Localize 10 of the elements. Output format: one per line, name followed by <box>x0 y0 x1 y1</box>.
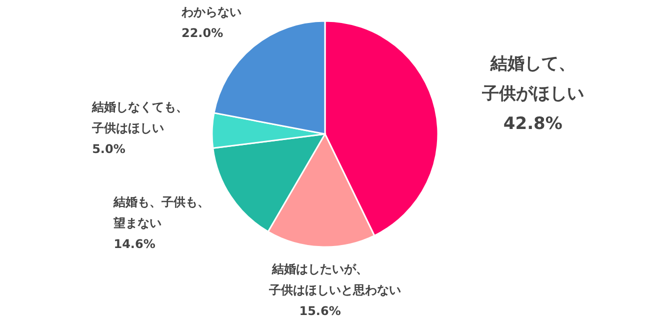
slice-label: わからない <box>181 4 242 21</box>
slice-label: 結婚も、子供も、望まない <box>114 194 210 232</box>
slice-label: 結婚はしたいが、子供はほしいと思わない <box>269 260 402 299</box>
slice-label: 結婚しなくても、子供はほしい <box>92 99 188 138</box>
data-label: 14.6% <box>114 236 156 254</box>
data-label: 15.6% <box>298 302 342 320</box>
data-label: 42.8% <box>502 112 564 136</box>
data-label: 5.0% <box>92 141 126 158</box>
slice-label: 結婚して、子供がほしい <box>482 53 584 106</box>
data-label: 22.0% <box>181 25 224 42</box>
